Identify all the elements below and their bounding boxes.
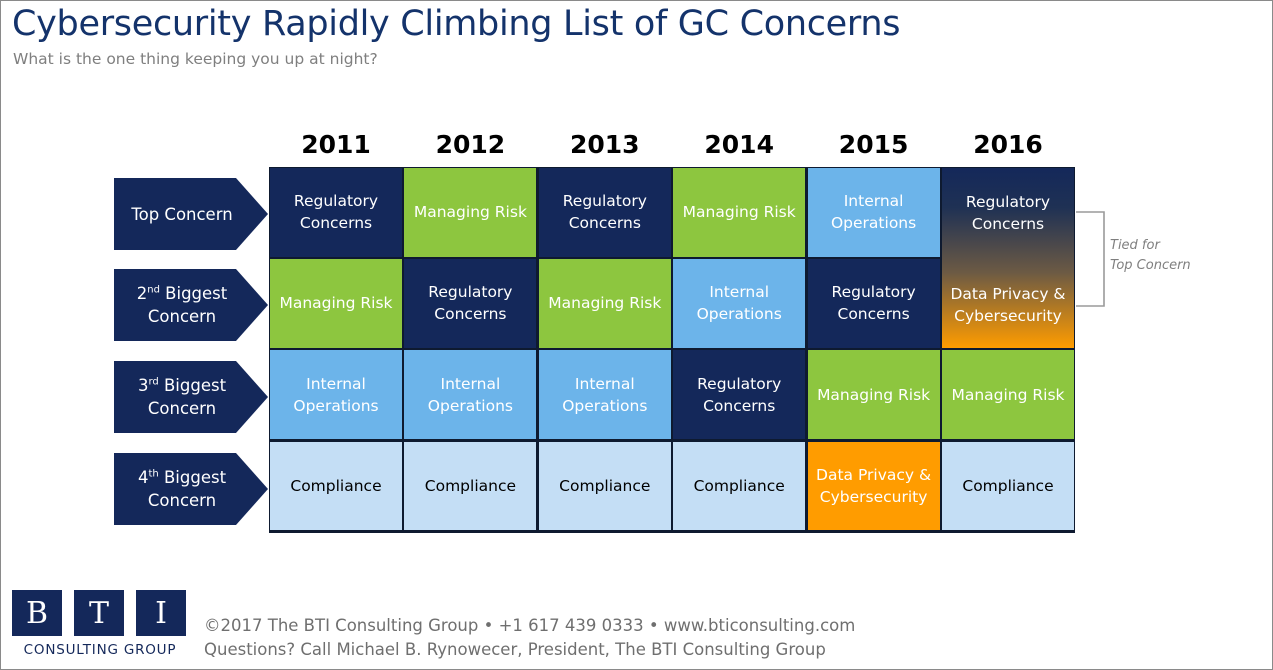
concern-cell: Managing Risk — [942, 350, 1074, 439]
concern-cell: Regulatory Concerns — [270, 168, 402, 257]
cell-2016-tied: Regulatory Concerns Data Privacy & Cyber… — [942, 168, 1074, 348]
concern-cell: Compliance — [404, 441, 537, 531]
concern-cell: Regulatory Concerns — [673, 350, 806, 439]
concern-cell: Managing Risk — [404, 168, 537, 257]
year-header: 2014 — [704, 130, 774, 159]
row-label-text: Biggest Concern — [147, 468, 227, 510]
bti-logo: B T I CONSULTING GROUP — [12, 590, 188, 662]
row-label-top-concern: Top Concern — [114, 178, 268, 250]
concern-cell: Internal Operations — [673, 259, 806, 348]
row-label-number: 2 — [136, 284, 148, 303]
logo-name: CONSULTING GROUP — [23, 642, 177, 658]
year-header-row: 2011 2012 2013 2014 2015 2016 — [269, 130, 1075, 166]
year-header: 2011 — [301, 130, 371, 159]
concern-cell: Data Privacy & Cybersecurity — [807, 441, 940, 531]
page-subtitle: What is the one thing keeping you up at … — [13, 50, 378, 68]
row-label-ordinal: rd — [148, 376, 159, 388]
concern-cell: Compliance — [673, 441, 806, 531]
logo-letter: I — [136, 590, 186, 636]
page-title: Cybersecurity Rapidly Climbing List of G… — [12, 4, 901, 44]
concern-cell: Internal Operations — [807, 168, 940, 257]
concern-cell: Compliance — [942, 441, 1074, 531]
row-label-arrow — [114, 453, 268, 525]
year-header: 2013 — [570, 130, 640, 159]
concern-cell: Compliance — [538, 441, 671, 531]
concern-grid: Regulatory Concerns Data Privacy & Cyber… — [269, 167, 1075, 533]
concern-cell: Regulatory Concerns — [807, 259, 940, 348]
concern-cell: Regulatory Concerns — [404, 259, 537, 348]
row-label-text: Top Concern — [131, 204, 233, 224]
concern-cell: Managing Risk — [807, 350, 940, 439]
footer-questions: Questions? Call Michael B. Rynowecer, Pr… — [204, 640, 826, 659]
tied-note-line1: Tied for — [1110, 238, 1160, 253]
row-label-ordinal: th — [148, 468, 159, 480]
concern-cell: Managing Risk — [538, 259, 671, 348]
concern-cell: Regulatory Concerns — [538, 168, 671, 257]
row-label-ordinal: nd — [147, 284, 160, 296]
logo-letter: B — [12, 590, 62, 636]
year-header: 2012 — [435, 130, 506, 159]
concern-cell: Internal Operations — [404, 350, 537, 439]
row-label-arrow — [114, 178, 268, 250]
row-label-text: Biggest Concern — [147, 284, 228, 326]
row-label-3rd-biggest: 3rd Biggest Concern — [114, 361, 268, 433]
tied-note: Tied for Top Concern — [1110, 236, 1191, 276]
concern-cell: Managing Risk — [673, 168, 806, 257]
concern-cell: Internal Operations — [538, 350, 671, 439]
cell-text: Data Privacy & Cybersecurity — [950, 284, 1066, 325]
cell-text: Regulatory Concerns — [965, 193, 1051, 233]
row-label-2nd-biggest: 2nd Biggest Concern — [114, 269, 268, 341]
row-label-4th-biggest: 4th Biggest Concern — [114, 453, 268, 525]
row-label-number: 3 — [137, 376, 149, 395]
row-label-arrow — [114, 361, 268, 433]
concern-cell: Internal Operations — [270, 350, 402, 439]
concern-cell: Managing Risk — [270, 259, 402, 348]
tied-note-line2: Top Concern — [1110, 258, 1191, 273]
logo-letter: T — [74, 590, 124, 636]
concern-cell: Compliance — [270, 441, 402, 531]
row-label-arrow — [114, 269, 268, 341]
year-header: 2016 — [973, 130, 1043, 159]
row-label-text: Biggest Concern — [147, 376, 227, 418]
row-label-number: 4 — [137, 468, 149, 487]
year-header: 2015 — [838, 130, 909, 159]
tied-bracket — [1076, 211, 1105, 307]
footer-contact: ©2017 The BTI Consulting Group • +1 617 … — [204, 616, 856, 635]
